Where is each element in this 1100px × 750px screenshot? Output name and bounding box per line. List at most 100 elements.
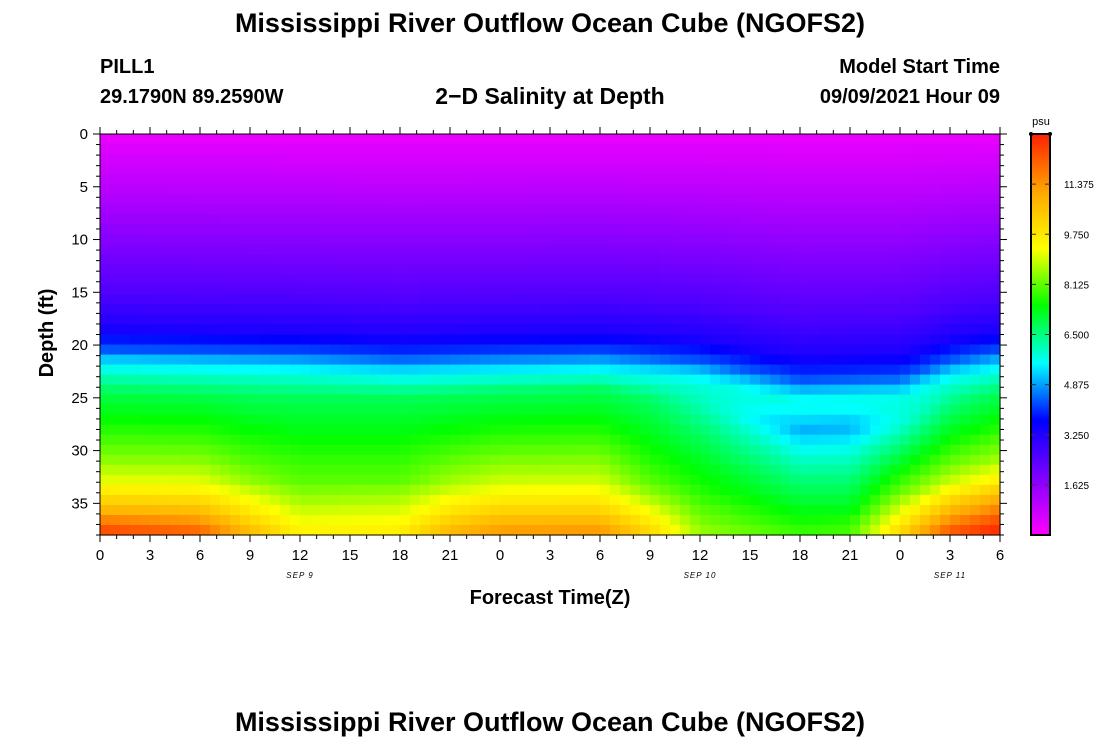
- heatmap-cell: [560, 304, 571, 316]
- heatmap-cell: [410, 524, 421, 536]
- heatmap-cell: [670, 514, 681, 526]
- heatmap-cell: [650, 204, 661, 215]
- heatmap-cell: [900, 374, 911, 386]
- heatmap-cell: [320, 374, 331, 386]
- heatmap-cell: [810, 254, 821, 265]
- heatmap-cell: [690, 314, 701, 326]
- heatmap-cell: [730, 194, 741, 205]
- heatmap-cell: [130, 474, 141, 486]
- heatmap-cell: [570, 264, 581, 275]
- heatmap-cell: [320, 164, 331, 175]
- heatmap-cell: [510, 494, 521, 506]
- heatmap-cell: [170, 414, 181, 426]
- heatmap-cell: [160, 404, 171, 416]
- heatmap-cell: [880, 184, 891, 195]
- heatmap-cell: [550, 444, 561, 456]
- heatmap-cell: [670, 334, 681, 346]
- heatmap-cell: [210, 304, 221, 316]
- heatmap-cell: [460, 344, 471, 356]
- heatmap-cell: [220, 154, 231, 165]
- heatmap-cell: [440, 454, 451, 466]
- heatmap-cell: [940, 514, 951, 526]
- heatmap-cell: [500, 134, 511, 145]
- heatmap-cell: [500, 344, 511, 356]
- heatmap-cell: [500, 374, 511, 386]
- heatmap-cell: [480, 194, 491, 205]
- heatmap-cell: [160, 354, 171, 366]
- heatmap-cell: [330, 524, 341, 536]
- heatmap-cell: [260, 144, 271, 155]
- heatmap-cell: [550, 354, 561, 366]
- x-tick-label: 6: [596, 547, 604, 564]
- heatmap-cell: [690, 244, 701, 255]
- heatmap-cell: [230, 234, 241, 245]
- heatmap-cell: [120, 304, 131, 316]
- heatmap-cell: [420, 254, 431, 265]
- heatmap-cell: [260, 154, 271, 165]
- heatmap-cell: [270, 364, 281, 376]
- heatmap-cell: [560, 434, 571, 446]
- heatmap-cell: [480, 444, 491, 456]
- heatmap-cell: [670, 414, 681, 426]
- heatmap-cell: [660, 144, 671, 155]
- heatmap-cell: [320, 294, 331, 306]
- x-tick-label: 9: [646, 547, 654, 564]
- heatmap-cell: [450, 204, 461, 215]
- heatmap-cell: [740, 324, 751, 336]
- heatmap-cell: [190, 224, 201, 235]
- heatmap-cell: [550, 214, 561, 225]
- heatmap-cell: [470, 314, 481, 326]
- heatmap-cell: [590, 184, 601, 195]
- heatmap-cell: [650, 154, 661, 165]
- heatmap-cell: [820, 264, 831, 275]
- heatmap-cell: [350, 224, 361, 235]
- heatmap-cell: [330, 294, 341, 306]
- heatmap-cell: [800, 274, 811, 285]
- heatmap-cell: [470, 414, 481, 426]
- heatmap-cell: [100, 344, 111, 356]
- heatmap-cell: [990, 144, 1001, 155]
- heatmap-cell: [510, 434, 521, 446]
- heatmap-cell: [610, 254, 621, 265]
- heatmap-cell: [600, 284, 611, 296]
- heatmap-cell: [110, 244, 121, 255]
- heatmap-cell: [290, 284, 301, 296]
- heatmap-cell: [790, 304, 801, 316]
- heatmap-cell: [730, 404, 741, 416]
- heatmap-cell: [580, 274, 591, 285]
- heatmap-cell: [810, 154, 821, 165]
- heatmap-cell: [980, 324, 991, 336]
- heatmap-cell: [800, 434, 811, 446]
- heatmap-cell: [350, 184, 361, 195]
- heatmap-cell: [900, 344, 911, 356]
- heatmap-cell: [610, 374, 621, 386]
- heatmap-cell: [210, 194, 221, 205]
- heatmap-cell: [130, 394, 141, 406]
- heatmap-cell: [920, 274, 931, 285]
- heatmap-cell: [700, 244, 711, 255]
- heatmap-cell: [260, 394, 271, 406]
- heatmap-cell: [990, 504, 1001, 516]
- heatmap-cell: [710, 374, 721, 386]
- heatmap-cell: [140, 214, 151, 225]
- heatmap-cell: [430, 424, 441, 436]
- heatmap-cell: [250, 264, 261, 275]
- heatmap-cell: [870, 494, 881, 506]
- heatmap-cell: [430, 264, 441, 275]
- heatmap-cell: [870, 414, 881, 426]
- heatmap-cell: [510, 224, 521, 235]
- heatmap-cell: [360, 164, 371, 175]
- heatmap-cell: [100, 254, 111, 265]
- x-date-label: SEP 11: [934, 571, 966, 580]
- heatmap-cell: [830, 344, 841, 356]
- heatmap-cell: [610, 424, 621, 436]
- heatmap-cell: [460, 264, 471, 275]
- heatmap-cell: [730, 244, 741, 255]
- heatmap-cell: [110, 334, 121, 346]
- heatmap-cell: [780, 224, 791, 235]
- heatmap-cell: [360, 414, 371, 426]
- heatmap-cell: [700, 444, 711, 456]
- heatmap-cell: [290, 234, 301, 245]
- heatmap-cell: [550, 194, 561, 205]
- x-tick-label: 12: [292, 547, 309, 564]
